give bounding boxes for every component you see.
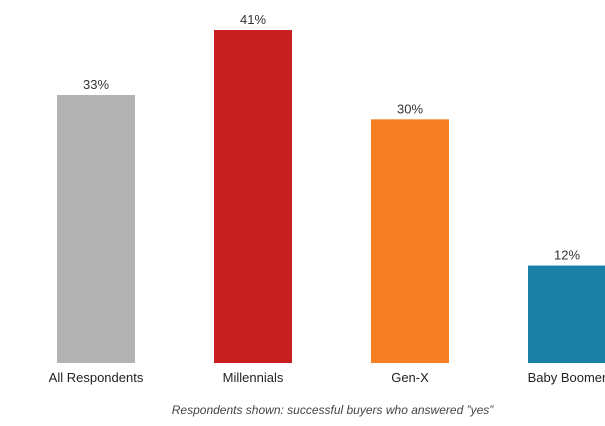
category-label: Baby Boomer (528, 370, 605, 385)
category-label: Gen-X (391, 370, 429, 385)
bar-millennials (214, 30, 292, 363)
value-label: 33% (83, 77, 109, 92)
category-labels-group: All Respondents Millennials Gen-X Baby Boom… (49, 370, 605, 385)
value-labels-group: 33% 41% 30% 12% (83, 12, 580, 263)
category-label: Millennials (223, 370, 284, 385)
category-label: All Respondents (49, 370, 144, 385)
value-label: 12% (554, 248, 580, 263)
bar-baby-boomer (528, 265, 605, 363)
value-label: 30% (397, 101, 423, 116)
bar-gen-x (371, 119, 449, 363)
bar-all-respondents (57, 94, 135, 363)
bars-group (57, 30, 605, 363)
chart-note: Respondents shown: successful buyers who… (171, 403, 494, 417)
value-label: 41% (240, 12, 266, 27)
